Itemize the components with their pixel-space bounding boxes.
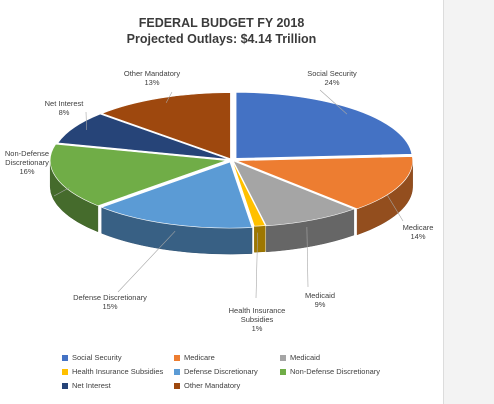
data-label-value-medicaid: 9% <box>315 300 326 309</box>
legend-label: Social Security <box>72 353 122 362</box>
data-label-value-defense-discretionary: 15% <box>102 302 117 311</box>
pie-slice-non-defense-discretionary <box>49 143 227 207</box>
legend-item-medicaid: Medicaid <box>280 353 320 362</box>
legend-swatch <box>62 382 68 389</box>
legend-swatch <box>62 354 68 361</box>
pie-slice-social-security <box>235 92 413 159</box>
data-label-value-health-insurance-subsidies: 1% <box>252 324 263 333</box>
data-label-name-other-mandatory: Other Mandatory <box>124 69 181 78</box>
pie-slice-side-health-insurance-subsidies <box>254 225 266 253</box>
data-label-name-health-insurance-subsidies: Subsidies <box>241 315 274 324</box>
legend-label: Other Mandatory <box>184 381 241 390</box>
chart-card: FEDERAL BUDGET FY 2018 Projected Outlays… <box>0 0 444 404</box>
legend-item-other-mandatory: Other Mandatory <box>174 381 240 390</box>
legend-label: Medicare <box>184 353 215 362</box>
pie-slice-medicare <box>236 156 413 210</box>
chart-title: FEDERAL BUDGET FY 2018 <box>138 16 305 30</box>
legend-item-medicare: Medicare <box>174 353 215 362</box>
legend-item-social-security: Social Security <box>62 353 122 362</box>
legend-label: Medicaid <box>290 353 321 362</box>
data-label-value-non-defense-discretionary: 16% <box>19 167 34 176</box>
data-label-name-non-defense-discretionary: Discretionary <box>5 158 49 167</box>
data-label-name-net-interest: Net Interest <box>45 99 85 108</box>
data-label-value-medicare: 14% <box>410 232 425 241</box>
chart-subtitle: Projected Outlays: $4.14 Trillion <box>126 32 317 46</box>
pie-tops <box>49 92 413 229</box>
legend-label: Health Insurance Subsidies <box>72 367 164 376</box>
leader-line-medicare <box>386 194 404 222</box>
pie-slice-defense-discretionary <box>100 161 253 229</box>
side-panel <box>444 0 494 404</box>
legend-swatch <box>62 368 68 375</box>
legend-swatch <box>280 368 286 375</box>
pie-slice-medicaid <box>232 160 355 227</box>
legend-item-health-insurance-subsidies: Health Insurance Subsidies <box>62 367 163 376</box>
data-label-value-other-mandatory: 13% <box>144 78 159 87</box>
data-label-name-medicare: Medicare <box>403 223 434 232</box>
leader-line-net-interest <box>85 111 87 131</box>
data-label-value-social-security: 24% <box>324 78 339 87</box>
legend-swatch <box>280 354 286 361</box>
legend-label: Net Interest <box>72 381 111 390</box>
legend-item-net-interest: Net Interest <box>62 381 111 390</box>
legend-swatch <box>174 354 180 361</box>
legend-swatch <box>174 382 180 389</box>
data-label-name-health-insurance-subsidies: Health Insurance <box>229 306 286 315</box>
data-label-name-defense-discretionary: Defense Discretionary <box>73 293 147 302</box>
data-label-name-medicaid: Medicaid <box>305 291 335 300</box>
leader-line-other-mandatory <box>165 91 173 104</box>
leader-line-medicaid <box>306 227 309 288</box>
data-label-name-non-defense-discretionary: Non-Defense <box>5 149 49 158</box>
leader-line-health-insurance-subsidies <box>255 232 258 299</box>
data-label-name-social-security: Social Security <box>307 69 357 78</box>
legend-item-defense-discretionary: Defense Discretionary <box>174 367 258 376</box>
legend-swatch <box>174 368 180 375</box>
pie-slice-other-mandatory <box>101 92 231 160</box>
chart-title-block: FEDERAL BUDGET FY 2018 Projected Outlays… <box>0 16 443 47</box>
legend-item-non-defense-discretionary: Non-Defense Discretionary <box>280 367 380 376</box>
pie-slice-net-interest <box>57 113 229 160</box>
leader-line-defense-discretionary <box>117 231 176 293</box>
legend-label: Non-Defense Discretionary <box>290 367 381 376</box>
leader-line-social-security <box>319 89 348 115</box>
data-label-value-net-interest: 8% <box>59 108 70 117</box>
leader-line-non-defense-discretionary <box>53 187 70 197</box>
legend-label: Defense Discretionary <box>184 367 258 376</box>
pie-slice-health-insurance-subsidies <box>232 160 266 227</box>
